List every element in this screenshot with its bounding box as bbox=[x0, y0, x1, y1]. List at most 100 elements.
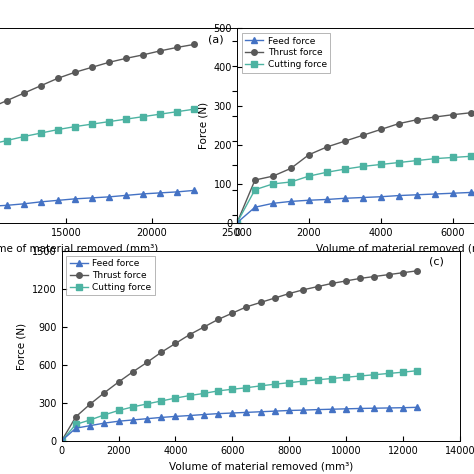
Thrust force bbox=[59, 438, 64, 444]
Thrust force bbox=[55, 75, 61, 81]
Feed force bbox=[306, 197, 312, 203]
Feed force bbox=[324, 197, 329, 202]
Text: (a): (a) bbox=[208, 34, 223, 44]
Feed force bbox=[73, 425, 79, 431]
Feed force bbox=[288, 199, 294, 204]
Cutting force bbox=[357, 373, 363, 379]
Y-axis label: Force (N): Force (N) bbox=[17, 322, 27, 370]
Feed force bbox=[342, 195, 347, 201]
Cutting force bbox=[386, 371, 392, 376]
Cutting force bbox=[414, 368, 420, 374]
Legend: Feed force, Thrust force, Cutting force: Feed force, Thrust force, Cutting force bbox=[66, 256, 155, 295]
Cutting force bbox=[306, 173, 312, 179]
Feed force bbox=[414, 404, 420, 410]
Feed force bbox=[21, 201, 27, 207]
Feed force bbox=[372, 405, 377, 411]
Feed force bbox=[270, 201, 276, 206]
Cutting force bbox=[244, 385, 249, 391]
Feed force bbox=[432, 191, 438, 197]
Legend: Feed force, Thrust force, Cutting force: Feed force, Thrust force, Cutting force bbox=[242, 33, 330, 73]
Cutting force bbox=[468, 154, 474, 159]
Cutting force bbox=[55, 127, 61, 132]
Feed force bbox=[140, 191, 146, 197]
Cutting force bbox=[191, 106, 197, 112]
Cutting force bbox=[229, 386, 235, 392]
Thrust force bbox=[468, 110, 474, 116]
Feed force bbox=[386, 405, 392, 411]
Feed force bbox=[187, 413, 192, 419]
Feed force bbox=[101, 420, 107, 426]
Thrust force bbox=[450, 112, 456, 118]
Cutting force bbox=[59, 438, 64, 444]
Y-axis label: Force (N): Force (N) bbox=[198, 102, 208, 149]
Feed force bbox=[244, 410, 249, 415]
Thrust force bbox=[400, 270, 406, 275]
Text: (c): (c) bbox=[429, 257, 444, 267]
Feed force bbox=[301, 407, 306, 413]
Thrust force bbox=[73, 414, 79, 419]
Feed force bbox=[89, 195, 95, 201]
Thrust force bbox=[396, 121, 401, 127]
Cutting force bbox=[288, 179, 294, 185]
Feed force bbox=[4, 202, 9, 208]
Feed force bbox=[201, 412, 207, 418]
Cutting force bbox=[174, 109, 180, 115]
Feed force bbox=[38, 199, 44, 205]
Cutting force bbox=[157, 111, 163, 117]
Cutting force bbox=[378, 162, 383, 167]
Line: Cutting force: Cutting force bbox=[234, 147, 474, 226]
Feed force bbox=[272, 408, 278, 414]
Cutting force bbox=[158, 398, 164, 404]
Feed force bbox=[59, 438, 64, 444]
Cutting force bbox=[187, 393, 192, 399]
Feed force bbox=[343, 406, 349, 412]
Thrust force bbox=[324, 144, 329, 150]
Cutting force bbox=[372, 372, 377, 378]
Thrust force bbox=[286, 291, 292, 296]
Feed force bbox=[360, 195, 365, 201]
Feed force bbox=[414, 192, 419, 198]
Thrust force bbox=[343, 278, 349, 284]
Cutting force bbox=[123, 116, 129, 122]
Thrust force bbox=[258, 300, 264, 305]
Feed force bbox=[215, 411, 221, 417]
Thrust force bbox=[101, 390, 107, 396]
Cutting force bbox=[270, 181, 276, 187]
Cutting force bbox=[360, 164, 365, 169]
Thrust force bbox=[360, 133, 365, 138]
Thrust force bbox=[372, 273, 377, 279]
Thrust force bbox=[301, 287, 306, 292]
Thrust force bbox=[288, 165, 294, 171]
Cutting force bbox=[234, 220, 240, 226]
Thrust force bbox=[140, 52, 146, 58]
Feed force bbox=[116, 419, 121, 424]
Cutting force bbox=[329, 376, 335, 382]
Feed force bbox=[229, 410, 235, 416]
Feed force bbox=[450, 191, 456, 196]
Thrust force bbox=[329, 281, 335, 286]
Feed force bbox=[191, 188, 197, 193]
Feed force bbox=[87, 423, 93, 428]
Thrust force bbox=[38, 83, 44, 89]
Feed force bbox=[72, 196, 78, 202]
Thrust force bbox=[173, 341, 178, 346]
Line: Thrust force: Thrust force bbox=[59, 268, 420, 444]
Line: Feed force: Feed force bbox=[234, 185, 474, 226]
Thrust force bbox=[201, 324, 207, 330]
Thrust force bbox=[432, 114, 438, 120]
Thrust force bbox=[106, 59, 112, 65]
Feed force bbox=[286, 408, 292, 413]
Feed force bbox=[234, 220, 240, 226]
Cutting force bbox=[343, 374, 349, 380]
Thrust force bbox=[191, 42, 197, 47]
Cutting force bbox=[72, 124, 78, 129]
Thrust force bbox=[357, 275, 363, 281]
Feed force bbox=[123, 192, 129, 198]
Thrust force bbox=[144, 360, 150, 365]
Feed force bbox=[252, 204, 258, 210]
Thrust force bbox=[252, 177, 258, 183]
Cutting force bbox=[73, 421, 79, 427]
Thrust force bbox=[378, 127, 383, 132]
Thrust force bbox=[315, 284, 320, 290]
Thrust force bbox=[414, 268, 420, 273]
